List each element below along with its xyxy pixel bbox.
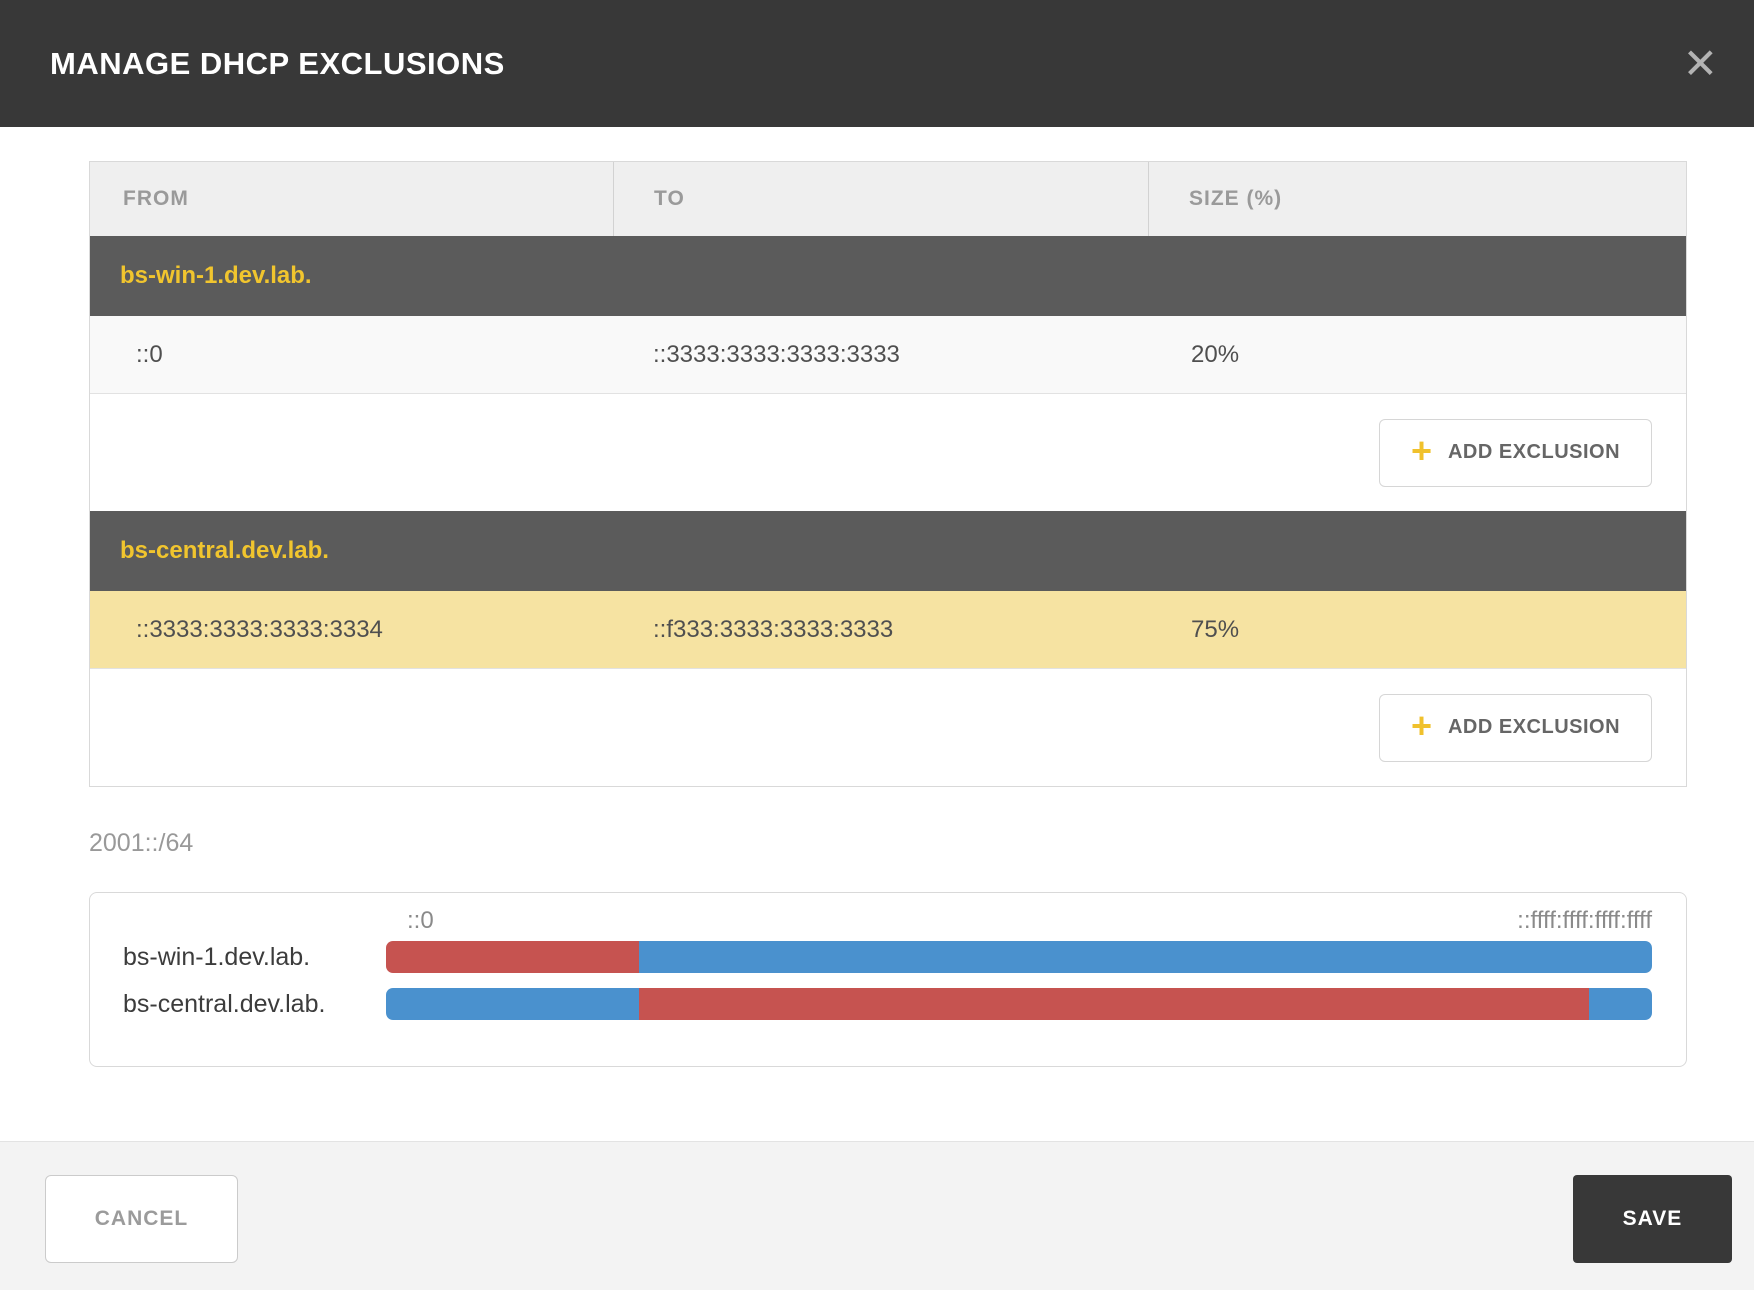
- add-exclusion-row: + ADD EXCLUSION: [90, 394, 1686, 511]
- exclusion-size: 75%: [1191, 615, 1240, 643]
- exclusion-row[interactable]: ::0 ::3333:3333:3333:3333 20%: [90, 316, 1686, 394]
- bar-segment-available: [1588, 988, 1652, 1020]
- cancel-button[interactable]: CANCEL: [45, 1175, 238, 1263]
- close-button[interactable]: ✕: [1679, 39, 1722, 89]
- add-exclusion-label: ADD EXCLUSION: [1447, 716, 1621, 738]
- add-exclusion-row: + ADD EXCLUSION: [90, 669, 1686, 786]
- subnet-label: 2001::/64: [89, 829, 194, 857]
- exclusion-to: ::f333:3333:3333:3333: [653, 615, 894, 643]
- usage-bar: [386, 988, 1652, 1020]
- chart-row-label: bs-central.dev.lab.: [123, 989, 326, 1018]
- dialog-footer: CANCEL SAVE: [0, 1141, 1754, 1290]
- server-name: bs-central.dev.lab.: [120, 537, 329, 564]
- chart-row: bs-win-1.dev.lab.: [90, 941, 1686, 973]
- close-icon: ✕: [1682, 39, 1718, 87]
- plus-icon: +: [1410, 429, 1432, 471]
- usage-bar: [386, 941, 1652, 973]
- dialog-body: FROM TO SIZE (%) bs-win-1.dev.lab. ::0 :…: [0, 127, 1754, 1067]
- add-exclusion-label: ADD EXCLUSION: [1447, 441, 1621, 463]
- exclusions-table: FROM TO SIZE (%) bs-win-1.dev.lab. ::0 :…: [89, 161, 1687, 787]
- server-group-header: bs-central.dev.lab.: [90, 511, 1686, 591]
- add-exclusion-button[interactable]: + ADD EXCLUSION: [1379, 418, 1652, 487]
- bar-segment-available: [386, 988, 640, 1020]
- exclusion-to: ::3333:3333:3333:3333: [653, 340, 900, 368]
- add-exclusion-button[interactable]: + ADD EXCLUSION: [1379, 693, 1652, 762]
- save-button[interactable]: SAVE: [1573, 1175, 1732, 1263]
- exclusion-size: 20%: [1191, 340, 1240, 368]
- exclusion-range-chart: ::0 ::ffff:ffff:ffff:ffff bs-win-1.dev.l…: [89, 892, 1687, 1067]
- range-start-label: ::0: [407, 907, 434, 934]
- bar-segment-available: [639, 941, 1652, 973]
- exclusion-from: ::0: [136, 340, 163, 368]
- server-name: bs-win-1.dev.lab.: [120, 262, 312, 289]
- plus-icon: +: [1410, 704, 1432, 746]
- table-header-row: FROM TO SIZE (%): [90, 162, 1686, 236]
- server-group-header: bs-win-1.dev.lab.: [90, 236, 1686, 316]
- dialog-header: MANAGE DHCP EXCLUSIONS ✕: [0, 0, 1754, 127]
- exclusion-row-selected[interactable]: ::3333:3333:3333:3334 ::f333:3333:3333:3…: [90, 591, 1686, 669]
- chart-row-label: bs-win-1.dev.lab.: [123, 942, 311, 971]
- column-header-from: FROM: [123, 187, 189, 210]
- chart-row: bs-central.dev.lab.: [90, 988, 1686, 1020]
- bar-segment-excluded: [639, 988, 1589, 1020]
- column-header-to: TO: [613, 162, 1148, 236]
- column-header-size: SIZE (%): [1148, 162, 1686, 236]
- dialog-title: MANAGE DHCP EXCLUSIONS: [50, 45, 505, 81]
- bar-segment-excluded: [386, 941, 640, 973]
- range-labels: ::0 ::ffff:ffff:ffff:ffff: [90, 907, 1686, 941]
- range-end-label: ::ffff:ffff:ffff:ffff: [1517, 907, 1652, 934]
- exclusion-from: ::3333:3333:3333:3334: [136, 615, 383, 643]
